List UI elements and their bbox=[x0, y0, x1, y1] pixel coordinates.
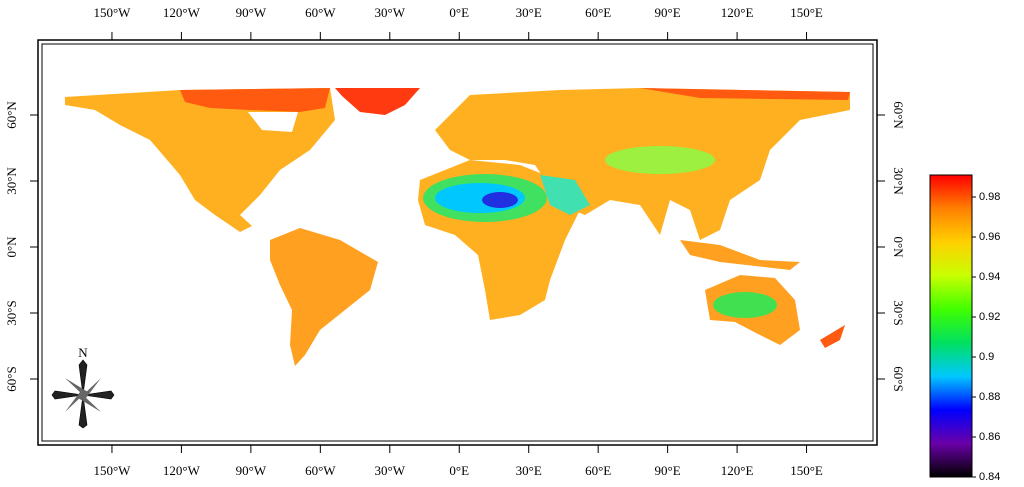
y-tick-label-right: 30°N bbox=[891, 167, 906, 195]
x-tick-label-top: 60°W bbox=[305, 5, 336, 20]
x-tick-label-top: 90°E bbox=[655, 5, 681, 20]
compass-diagonals bbox=[65, 378, 101, 412]
map-inner-frame bbox=[41, 43, 874, 442]
colorbar-tick-label: 0.84 bbox=[979, 471, 1000, 483]
x-tick-label-bottom: 90°W bbox=[236, 463, 267, 478]
compass: N bbox=[51, 345, 115, 429]
y-tick-label-right: 0°N bbox=[891, 236, 906, 258]
greenland bbox=[335, 88, 420, 115]
colorbar-tick-label: 0.96 bbox=[979, 231, 1000, 243]
y-tick-label-right: 60°N bbox=[891, 101, 906, 129]
y-tick-label-left: 0°N bbox=[4, 236, 19, 258]
x-tick-label-top: 30°E bbox=[516, 5, 542, 20]
x-tick-label-top: 120°E bbox=[721, 5, 754, 20]
colorbar-tick-label: 0.98 bbox=[979, 191, 1000, 203]
australia-interior bbox=[713, 292, 777, 318]
x-tick-label-bottom: 30°E bbox=[516, 463, 542, 478]
colorbar: 0.84 0.86 0.88 0.9 0.92 0.94 0.96 0.98 bbox=[929, 174, 1000, 483]
arctic-canada bbox=[180, 88, 330, 112]
colorbar-tick-label: 0.94 bbox=[979, 271, 1000, 283]
colorbar-scale bbox=[929, 174, 973, 478]
x-tick-label-top: 90°W bbox=[236, 5, 267, 20]
x-tick-label-bottom: 60°W bbox=[305, 463, 336, 478]
x-tick-label-top: 120°W bbox=[163, 5, 201, 20]
x-tick-label-bottom: 120°W bbox=[163, 463, 201, 478]
x-tick-label-top: 150°W bbox=[93, 5, 131, 20]
x-tick-label-bottom: 0°E bbox=[449, 463, 469, 478]
y-tick-label-right: 60°S bbox=[891, 366, 906, 391]
x-tick-label-top: 30°W bbox=[375, 5, 406, 20]
new-zealand bbox=[820, 325, 845, 348]
y-tick-label-left: 30°N bbox=[4, 167, 19, 195]
compass-label: N bbox=[78, 345, 88, 360]
y-tick-label-left: 60°N bbox=[4, 101, 19, 129]
x-tick-label-top: 150°E bbox=[790, 5, 823, 20]
siberia-coast bbox=[640, 88, 850, 100]
colorbar-tick-label: 0.9 bbox=[979, 351, 994, 363]
x-tick-label-top: 0°E bbox=[449, 5, 469, 20]
y-tick-label-left: 60°S bbox=[4, 366, 19, 391]
y-tick-label-right: 30°S bbox=[891, 300, 906, 325]
colorbar-tick-label: 0.92 bbox=[979, 311, 1000, 323]
hudson-bay bbox=[248, 112, 298, 132]
arabia bbox=[540, 175, 590, 215]
x-tick-label-bottom: 60°E bbox=[585, 463, 611, 478]
sahara-core bbox=[482, 192, 518, 208]
colorbar-tick-label: 0.88 bbox=[979, 391, 1000, 403]
x-tick-label-bottom: 30°W bbox=[375, 463, 406, 478]
colorbar-tick-label: 0.86 bbox=[979, 431, 1000, 443]
x-tick-label-top: 60°E bbox=[585, 5, 611, 20]
x-tick-label-bottom: 90°E bbox=[655, 463, 681, 478]
x-tick-label-bottom: 150°W bbox=[93, 463, 131, 478]
land bbox=[65, 88, 850, 366]
se-asia-islands bbox=[680, 240, 800, 270]
y-tick-label-left: 30°S bbox=[4, 300, 19, 325]
south-america bbox=[270, 228, 378, 366]
x-tick-label-bottom: 150°E bbox=[790, 463, 823, 478]
x-tick-label-bottom: 120°E bbox=[721, 463, 754, 478]
map-frame bbox=[37, 39, 878, 446]
central-asia bbox=[605, 146, 715, 174]
